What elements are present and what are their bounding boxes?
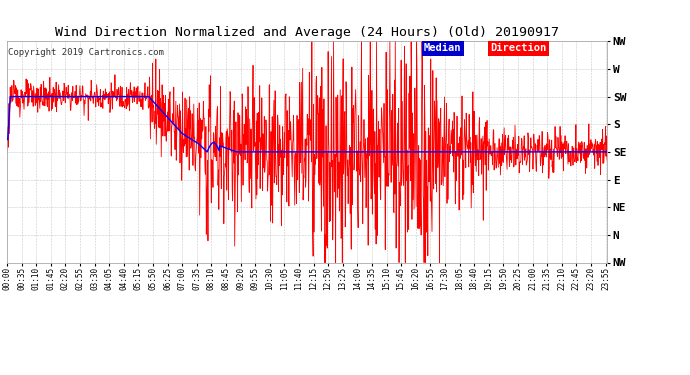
Text: Median: Median [424,44,462,54]
Title: Wind Direction Normalized and Average (24 Hours) (Old) 20190917: Wind Direction Normalized and Average (2… [55,26,559,39]
Text: Copyright 2019 Cartronics.com: Copyright 2019 Cartronics.com [8,48,164,57]
Text: Direction: Direction [490,44,546,54]
